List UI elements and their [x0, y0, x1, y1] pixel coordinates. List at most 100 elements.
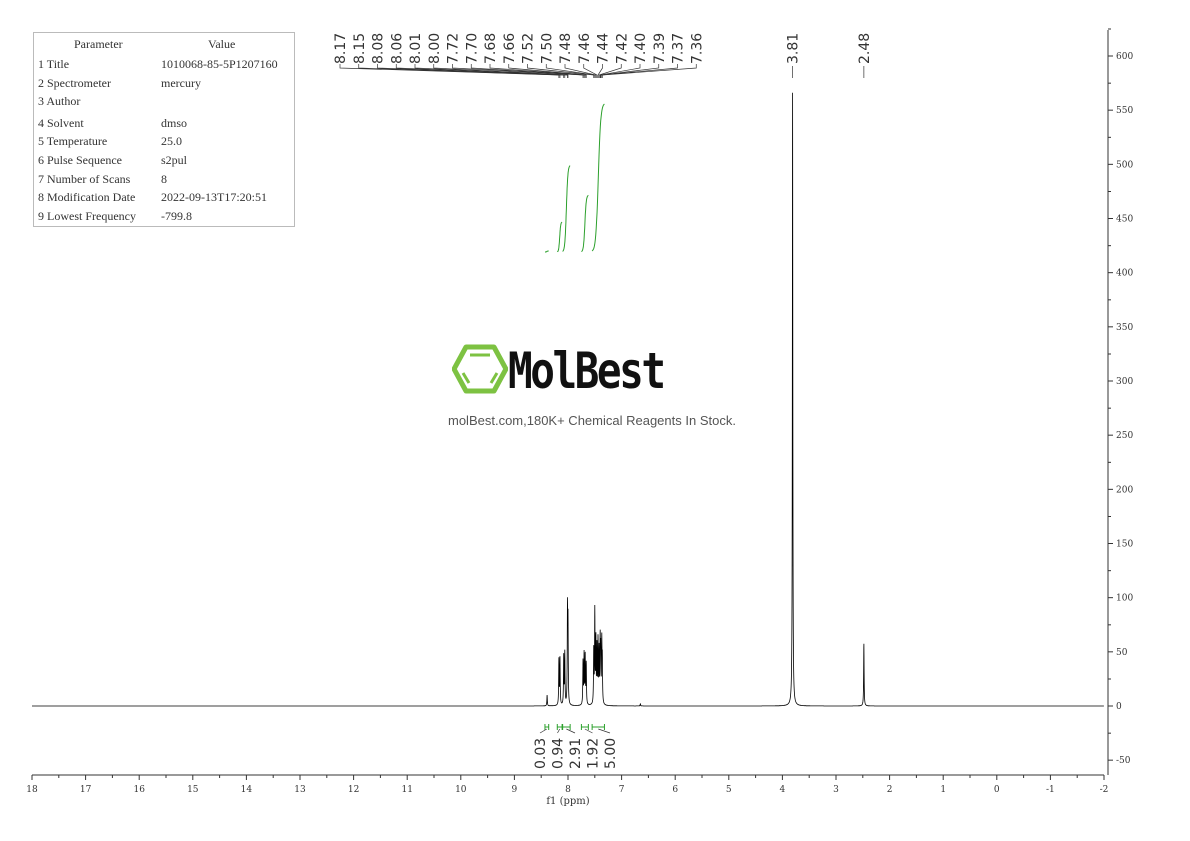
- integral-curve: [556, 221, 563, 253]
- y-tick-label: 0: [1116, 702, 1122, 712]
- spectrum-line: [32, 92, 1104, 707]
- peak-label-leader: [433, 64, 569, 78]
- parameter-name: 5 Temperature: [38, 134, 108, 149]
- peak-label-leader: [600, 64, 660, 78]
- header-value: Value: [208, 37, 236, 51]
- peak-label: 8.01: [408, 33, 424, 64]
- peak-label-leader: [601, 64, 678, 78]
- x-tick-label: -1: [1046, 785, 1055, 795]
- peak-label: 8.00: [427, 33, 443, 64]
- peak-label-leader: [598, 64, 622, 78]
- parameter-value: s2pul: [161, 153, 188, 167]
- peak-label-leader: [414, 64, 568, 78]
- y-tick-label: 250: [1116, 431, 1133, 441]
- x-tick-label: 18: [26, 785, 38, 795]
- y-tick-label: 350: [1116, 323, 1133, 333]
- peak-label: 7.44: [596, 33, 612, 64]
- parameter-row: 9 Lowest Frequency -799.8: [38, 209, 294, 225]
- peak-label: 7.42: [614, 33, 630, 64]
- parameter-name: 1 Title: [38, 57, 70, 71]
- parameter-row: 2 Spectrometer mercury: [38, 76, 294, 92]
- parameter-table: Parameter Value 1 Title 1010068-85-5P1207…: [33, 32, 295, 227]
- peak-label-leader: [377, 64, 565, 78]
- integral-curves: 0.03 0.94 2.91 1.92 5.00: [533, 103, 619, 769]
- hexagon-logo-icon: [452, 344, 508, 394]
- integral-curve: [562, 165, 571, 252]
- parameter-value: 2022-09-13T17:20:51: [161, 190, 267, 205]
- parameter-name: 6 Pulse Sequence: [38, 153, 122, 167]
- x-tick-label: 0: [994, 785, 1000, 795]
- integral-curve: [545, 250, 549, 253]
- peak-label-leader: [508, 64, 587, 78]
- x-tick-label: 9: [512, 785, 518, 795]
- y-tick-label: 150: [1116, 540, 1133, 550]
- peak-label-leader: [527, 64, 595, 78]
- peak-label: 8.17: [333, 33, 349, 64]
- integral-leader: [584, 728, 593, 734]
- x-tick-label: 16: [133, 785, 145, 795]
- x-tick-label: 6: [672, 785, 678, 795]
- y-tick-label: 500: [1116, 160, 1133, 170]
- molbest-logo: MolBest: [452, 343, 672, 399]
- y-tick-label: 50: [1116, 648, 1128, 658]
- parameter-value: -799.8: [161, 208, 192, 223]
- y-tick-label: 450: [1116, 215, 1133, 225]
- y-tick-label: 600: [1116, 52, 1133, 62]
- x-tick-label: 3: [833, 785, 839, 795]
- x-tick-label: 8: [565, 785, 571, 795]
- parameter-header: Parameter Value: [38, 37, 294, 53]
- peak-label: 7.66: [502, 33, 518, 64]
- integral-value: 0.03: [533, 738, 549, 769]
- integral-value: 0.94: [551, 738, 567, 769]
- y-tick-label: 550: [1116, 106, 1133, 116]
- header-parameter: Parameter: [74, 37, 123, 51]
- integral-leader: [566, 728, 576, 734]
- parameter-row: 5 Temperature 25.0: [38, 134, 294, 150]
- peak-label: 7.52: [521, 33, 537, 64]
- x-tick-label: 2: [887, 785, 893, 795]
- parameter-row: 4 Solvent dmso: [38, 116, 294, 132]
- parameter-row: 1 Title 1010068-85-5P1207160: [38, 57, 294, 73]
- x-tick-label: 14: [241, 785, 253, 795]
- peak-label-leader: [597, 64, 603, 78]
- parameter-value: mercury: [161, 75, 201, 90]
- parameter-value: 8: [161, 171, 167, 186]
- y-tick-label: 200: [1116, 485, 1133, 495]
- peak-label: 8.06: [389, 33, 405, 64]
- parameter-row: 8 Modification Date 2022-09-13T17:20:51: [38, 190, 294, 206]
- peak-label-leader: [564, 64, 597, 78]
- integral-leader: [598, 728, 611, 734]
- parameter-row: 6 Pulse Sequence s2pul: [38, 153, 294, 169]
- y-tick-label: -50: [1116, 756, 1131, 766]
- integral-value: 5.00: [603, 738, 619, 769]
- parameter-name: 7 Number of Scans: [38, 171, 131, 186]
- peak-label: 7.37: [671, 33, 687, 64]
- parameter-name: 3 Author: [38, 94, 81, 109]
- peak-label-leader: [545, 64, 596, 78]
- x-tick-label: 5: [726, 785, 732, 795]
- parameter-name: 9 Lowest Frequency: [38, 208, 136, 223]
- peak-label: 7.36: [689, 33, 705, 64]
- peak-label-leader: [489, 64, 586, 78]
- integral-value: 2.91: [568, 738, 584, 769]
- integral-value: 1.92: [586, 738, 602, 769]
- parameter-value: 25.0: [161, 134, 182, 149]
- integral-leader: [557, 728, 560, 734]
- peak-label: 8.15: [352, 33, 368, 64]
- peak-label: 7.40: [633, 33, 649, 64]
- peak-label: 7.68: [483, 33, 499, 64]
- x-tick-label: 7: [619, 785, 625, 795]
- x-axis-label: f1 (ppm): [546, 796, 589, 807]
- x-tick-label: 4: [780, 785, 786, 795]
- x-tick-label: 1: [940, 785, 946, 795]
- y-tick-label: 300: [1116, 377, 1133, 387]
- y-tick-label: 400: [1116, 269, 1133, 279]
- peak-label: 7.70: [464, 33, 480, 64]
- brand-name: MolBest: [508, 342, 666, 400]
- peak-label-leader: [395, 64, 566, 78]
- peak-label-leader: [358, 64, 561, 78]
- parameter-value: dmso: [161, 115, 188, 130]
- x-tick-label: 12: [348, 785, 359, 795]
- parameter-name: 4 Solvent: [38, 115, 84, 130]
